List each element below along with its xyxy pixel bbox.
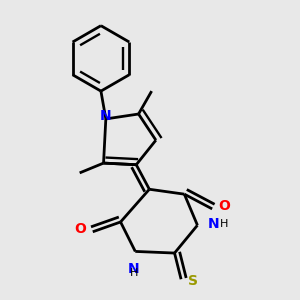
Text: H: H — [220, 219, 228, 229]
Text: N: N — [128, 262, 140, 276]
Text: N: N — [207, 217, 219, 231]
Text: N: N — [100, 109, 112, 123]
Text: H: H — [130, 268, 138, 278]
Text: O: O — [74, 221, 86, 236]
Text: S: S — [188, 274, 198, 288]
Text: O: O — [219, 199, 231, 213]
